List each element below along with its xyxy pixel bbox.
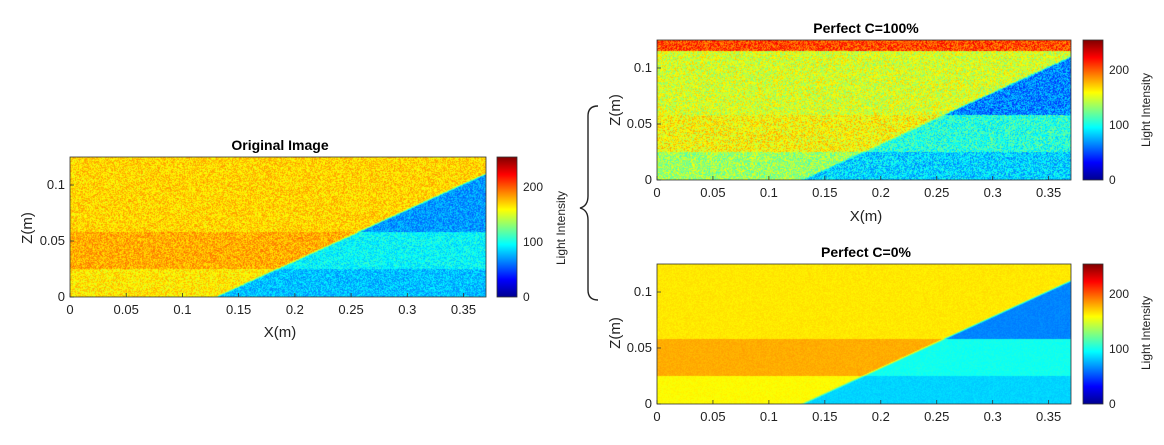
colorbar-tick-label: 0 [1109, 173, 1116, 187]
y-tick-label: 0.05 [627, 116, 652, 131]
colorbar-tick-label: 200 [1109, 287, 1129, 301]
x-tick-label: 0.3 [398, 302, 416, 317]
colorbar-tick-label: 0 [523, 290, 530, 304]
y-tick-label: 0 [645, 396, 652, 411]
x-tick-label: 0.1 [760, 409, 778, 424]
y-tick-label: 0 [58, 289, 65, 304]
x-tick-label: 0.15 [812, 409, 837, 424]
x-tick-label: 0.05 [700, 185, 725, 200]
x-tick-label: 0.1 [173, 302, 191, 317]
colorbar-label: Light Intensity [554, 191, 568, 265]
x-tick-label: 0.25 [924, 185, 949, 200]
x-tick-label: 0.25 [338, 302, 363, 317]
x-tick-label: 0.15 [812, 185, 837, 200]
x-tick-label: 0.15 [226, 302, 251, 317]
x-tick-label: 0.2 [286, 302, 304, 317]
chart-title: Perfect C=0% [821, 244, 911, 260]
colorbar-tick-label: 200 [523, 180, 543, 194]
y-tick-label: 0 [645, 172, 652, 187]
heatmap-panel-c100: Perfect C=100% X(m) Z(m) Light Intensity… [607, 20, 1153, 225]
plot-frame [69, 156, 487, 298]
x-axis-label: X(m) [264, 324, 297, 341]
y-tick-label: 0.1 [47, 177, 65, 192]
colorbar-tick-label: 100 [523, 235, 543, 249]
curly-brace [579, 105, 599, 301]
x-tick-label: 0.2 [872, 185, 890, 200]
x-tick-label: 0 [66, 302, 73, 317]
y-axis-label: Z(m) [607, 94, 624, 126]
x-tick-label: 0.05 [700, 409, 725, 424]
y-tick-label: 0.05 [627, 340, 652, 355]
chart-title: Perfect C=100% [813, 20, 919, 36]
plot-frame [656, 39, 1072, 181]
y-axis-label: Z(m) [19, 212, 36, 244]
x-tick-label: 0.3 [984, 185, 1002, 200]
colorbar [1082, 263, 1104, 405]
colorbar-label: Light Intensity [1139, 73, 1153, 147]
colorbar-tick-label: 200 [1109, 63, 1129, 77]
x-tick-label: 0.2 [872, 409, 890, 424]
x-axis-label: X(m) [850, 208, 883, 225]
x-tick-label: 0.25 [924, 409, 949, 424]
heatmap-image [657, 264, 1071, 404]
colorbar-tick-label: 0 [1109, 397, 1116, 411]
colorbar [1082, 39, 1104, 181]
colorbar [496, 156, 518, 298]
y-tick-label: 0.05 [40, 233, 65, 248]
colorbar-label: Light Intensity [1139, 296, 1153, 370]
colorbar-tick-label: 100 [1109, 342, 1129, 356]
x-tick-label: 0.35 [451, 302, 476, 317]
heatmap-panel-original: Original Image X(m) Z(m) Light Intensity… [19, 137, 568, 341]
x-tick-label: 0.1 [760, 185, 778, 200]
x-tick-label: 0.35 [1036, 185, 1061, 200]
x-tick-label: 0 [653, 409, 660, 424]
plot-frame [656, 263, 1072, 405]
y-tick-label: 0.1 [634, 284, 652, 299]
colorbar-tick-label: 100 [1109, 118, 1129, 132]
x-tick-label: 0.35 [1036, 409, 1061, 424]
heatmap-image [70, 157, 486, 297]
x-tick-label: 0 [653, 185, 660, 200]
x-tick-label: 0.3 [984, 409, 1002, 424]
x-tick-label: 0.05 [114, 302, 139, 317]
chart-title: Original Image [231, 137, 328, 153]
heatmap-panel-c0: Perfect C=0% Z(m) Light Intensity 0 0.05 0… [607, 244, 1153, 424]
y-tick-label: 0.1 [634, 60, 652, 75]
heatmap-image [657, 40, 1071, 180]
y-axis-label: Z(m) [607, 317, 624, 349]
